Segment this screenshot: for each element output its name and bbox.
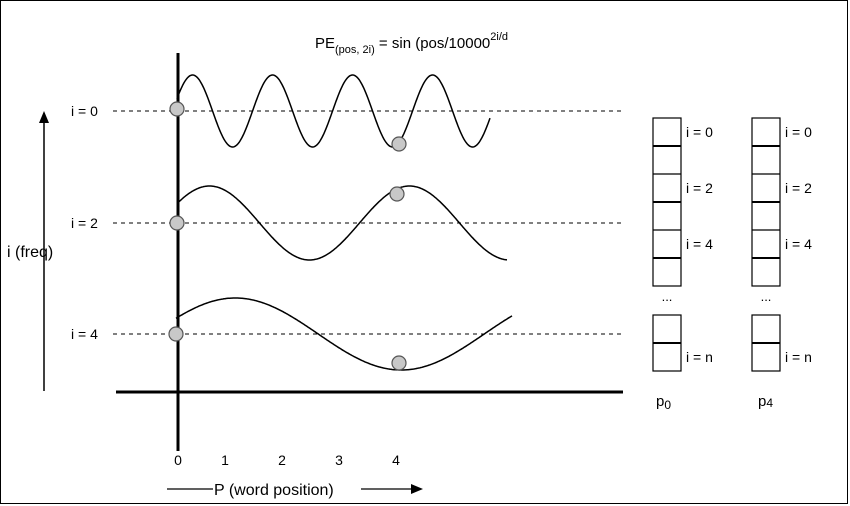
vector-p0-label-i4: i = 4 (686, 236, 713, 252)
x-label-arrowhead (411, 484, 423, 494)
x-tick-3: 3 (335, 452, 343, 468)
vector-p4-name: p4 (758, 393, 773, 410)
sine-wave-i0 (176, 74, 491, 148)
x-tick-1: 1 (221, 452, 229, 468)
vector-p0-ellipsis: ... (662, 289, 673, 304)
vector-p4-label-i4: i = 4 (785, 236, 812, 252)
vector-p4-label-in: i = n (785, 349, 812, 365)
y-axis-label: i (freq) (7, 244, 53, 261)
x-tick-4: 4 (392, 452, 400, 468)
vector-p0-name: p0 (656, 393, 671, 412)
vector-p4-ellipsis: ... (761, 289, 772, 304)
row-label-i2: i = 2 (71, 215, 98, 231)
row-label-i4: i = 4 (71, 326, 98, 342)
vector-p4: ... i = 0 i = 2 i = 4 i = n p4 (751, 117, 812, 410)
sample-point-i4-pos0 (168, 326, 184, 342)
vector-p0: ... i = 0 i = 2 i = 4 i = n p0 (652, 117, 713, 412)
x-axis-label: P (word position) (214, 482, 334, 499)
sample-point-i2-pos0 (169, 215, 185, 231)
y-axis-arrowhead (39, 111, 49, 123)
formula: PE(pos, 2i) = sin (pos/100002i/d (315, 31, 508, 56)
vector-p0-label-i2: i = 2 (686, 180, 713, 196)
vector-p0-label-i0: i = 0 (686, 124, 713, 140)
vector-p4-label-i0: i = 0 (785, 124, 812, 140)
sine-wave-i4 (175, 297, 513, 371)
sine-wave-i2 (176, 185, 508, 261)
sample-point-i4-pos4 (391, 355, 407, 371)
vector-p4-label-i2: i = 2 (785, 180, 812, 196)
sample-point-i0-pos4 (391, 136, 407, 152)
x-tick-2: 2 (278, 452, 286, 468)
row-label-i0: i = 0 (71, 103, 98, 119)
sample-point-i2-pos4 (389, 186, 405, 202)
vector-p0-label-in: i = n (686, 349, 713, 365)
sample-point-i0-pos0 (169, 101, 185, 117)
x-tick-0: 0 (174, 452, 182, 468)
